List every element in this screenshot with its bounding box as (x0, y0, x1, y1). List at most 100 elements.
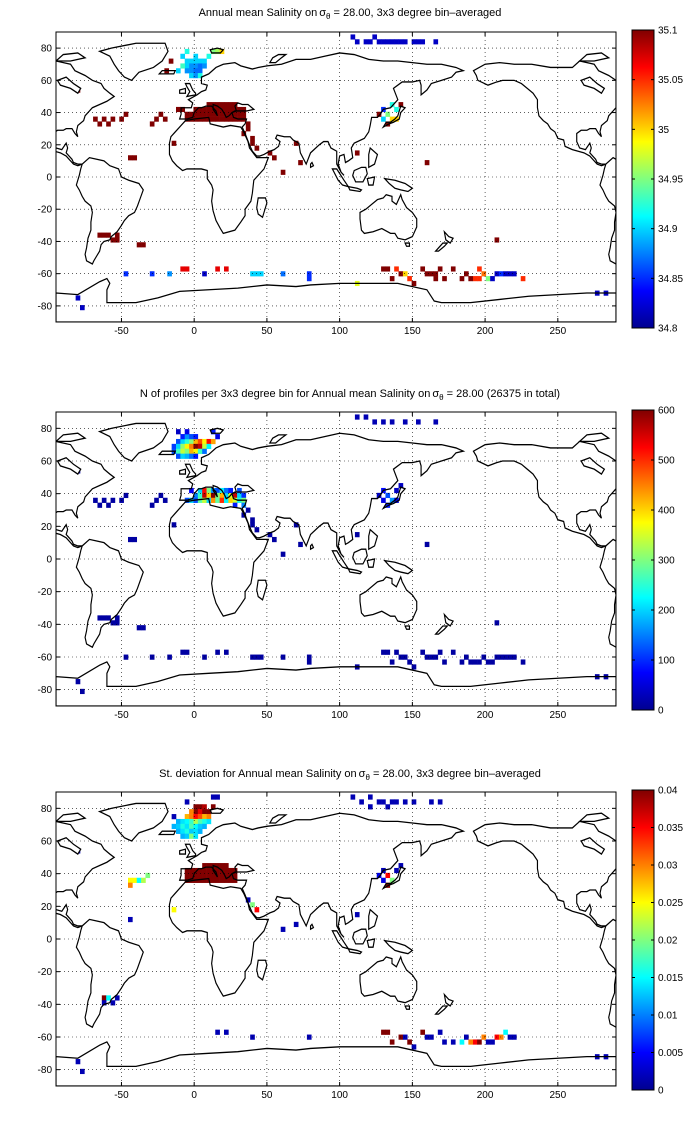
bin-cell (394, 497, 399, 503)
bin-cell (498, 1034, 504, 1040)
bin-cell (176, 823, 181, 830)
y-tick-label: 40 (41, 489, 53, 500)
bin-cell (232, 867, 238, 874)
bin-cell (171, 443, 177, 450)
bin-cell (206, 872, 212, 879)
bin-cell (385, 39, 391, 45)
bin-cell (97, 615, 103, 621)
bin-cell (141, 242, 146, 248)
bin-cell (167, 271, 172, 277)
bin-cell (420, 266, 426, 272)
bin-cell (407, 659, 412, 665)
bin-cell (114, 237, 120, 243)
bin-cell (197, 867, 203, 874)
bin-cell (97, 502, 103, 508)
bin-cell (237, 487, 242, 494)
bin-cell (197, 818, 203, 825)
bin-cell (158, 111, 164, 117)
bin-cell (245, 507, 251, 513)
bin-cell (219, 102, 225, 108)
bin-cell (381, 877, 386, 883)
bin-cell (171, 522, 177, 528)
x-tick-label: 100 (331, 1090, 348, 1101)
bin-cell (189, 814, 194, 820)
bin-cell (237, 111, 242, 117)
bin-cell (197, 828, 203, 834)
bin-cell (280, 551, 286, 557)
x-tick-label: 100 (331, 326, 348, 337)
bin-cell (206, 102, 212, 108)
bin-cell (123, 271, 129, 277)
colorbar-tick-label: 500 (658, 456, 675, 467)
bin-cell (494, 620, 500, 626)
bin-cell (101, 116, 107, 122)
bin-cell (363, 414, 369, 420)
bin-cell (433, 271, 439, 277)
bin-cell (206, 106, 212, 113)
bin-cell (232, 502, 238, 508)
colorbar-tick-label: 200 (658, 606, 675, 617)
bin-cell (298, 160, 303, 166)
bin-cell (280, 169, 286, 175)
bin-cell (228, 102, 234, 108)
bin-cell (184, 63, 190, 69)
bin-cell (215, 497, 220, 503)
colorbar-tick-label: 400 (658, 506, 675, 517)
bin-cell (433, 419, 439, 425)
x-tick-label: 200 (477, 1090, 494, 1101)
bin-cell (180, 448, 186, 454)
bin-cell (424, 271, 430, 277)
bin-cell (210, 438, 216, 445)
bin-cell (224, 492, 229, 499)
bin-cell (245, 897, 251, 903)
bin-cell (110, 237, 116, 243)
colorbar-tick-label: 35 (658, 125, 670, 136)
bin-cell (232, 111, 238, 117)
bin-cell (520, 276, 526, 282)
bin-cell (219, 111, 225, 117)
bin-cell (394, 39, 399, 45)
y-tick-label: 60 (41, 457, 53, 468)
bin-cell (202, 438, 207, 445)
colorbar-tick-label: 0 (658, 1086, 664, 1097)
bin-cell (193, 63, 199, 69)
bin-cell (193, 814, 199, 820)
bin-cell (376, 39, 382, 45)
colorbar-tick-label: 0.035 (658, 823, 683, 834)
bin-cell (468, 276, 474, 282)
bin-cell (149, 502, 155, 508)
bin-cell (368, 39, 373, 45)
colorbar-tick-label: 34.8 (658, 324, 678, 335)
bin-cell (250, 517, 255, 523)
bin-cell (394, 487, 399, 494)
bin-cell (464, 1034, 469, 1040)
bin-cell (114, 995, 120, 1001)
bin-cell (481, 271, 487, 277)
bin-cell (210, 877, 216, 883)
bin-cell (424, 654, 430, 660)
bin-cell (75, 295, 81, 301)
colorbar-tick-label: 0.025 (658, 898, 683, 909)
bin-cell (184, 111, 190, 117)
bin-cell (202, 877, 207, 883)
bin-cell (429, 271, 434, 277)
bin-cell (215, 867, 220, 874)
y-tick-label: 40 (41, 108, 53, 119)
bin-cell (224, 863, 229, 869)
bin-cell (376, 111, 382, 117)
bin-cell (210, 111, 216, 117)
bin-cell (394, 106, 399, 113)
bin-cell (210, 48, 216, 55)
bin-cell (498, 654, 504, 660)
bin-cell (189, 872, 194, 879)
bin-cell (193, 823, 199, 830)
bin-cell (132, 536, 138, 543)
bin-cell (376, 872, 382, 879)
bin-cell (193, 73, 199, 79)
y-tick-label: -60 (38, 1033, 53, 1044)
bin-cell (429, 799, 434, 805)
bin-cell (154, 497, 159, 503)
bin-cell (402, 1034, 408, 1040)
bin-cell (184, 448, 190, 454)
bin-cell (110, 497, 116, 503)
